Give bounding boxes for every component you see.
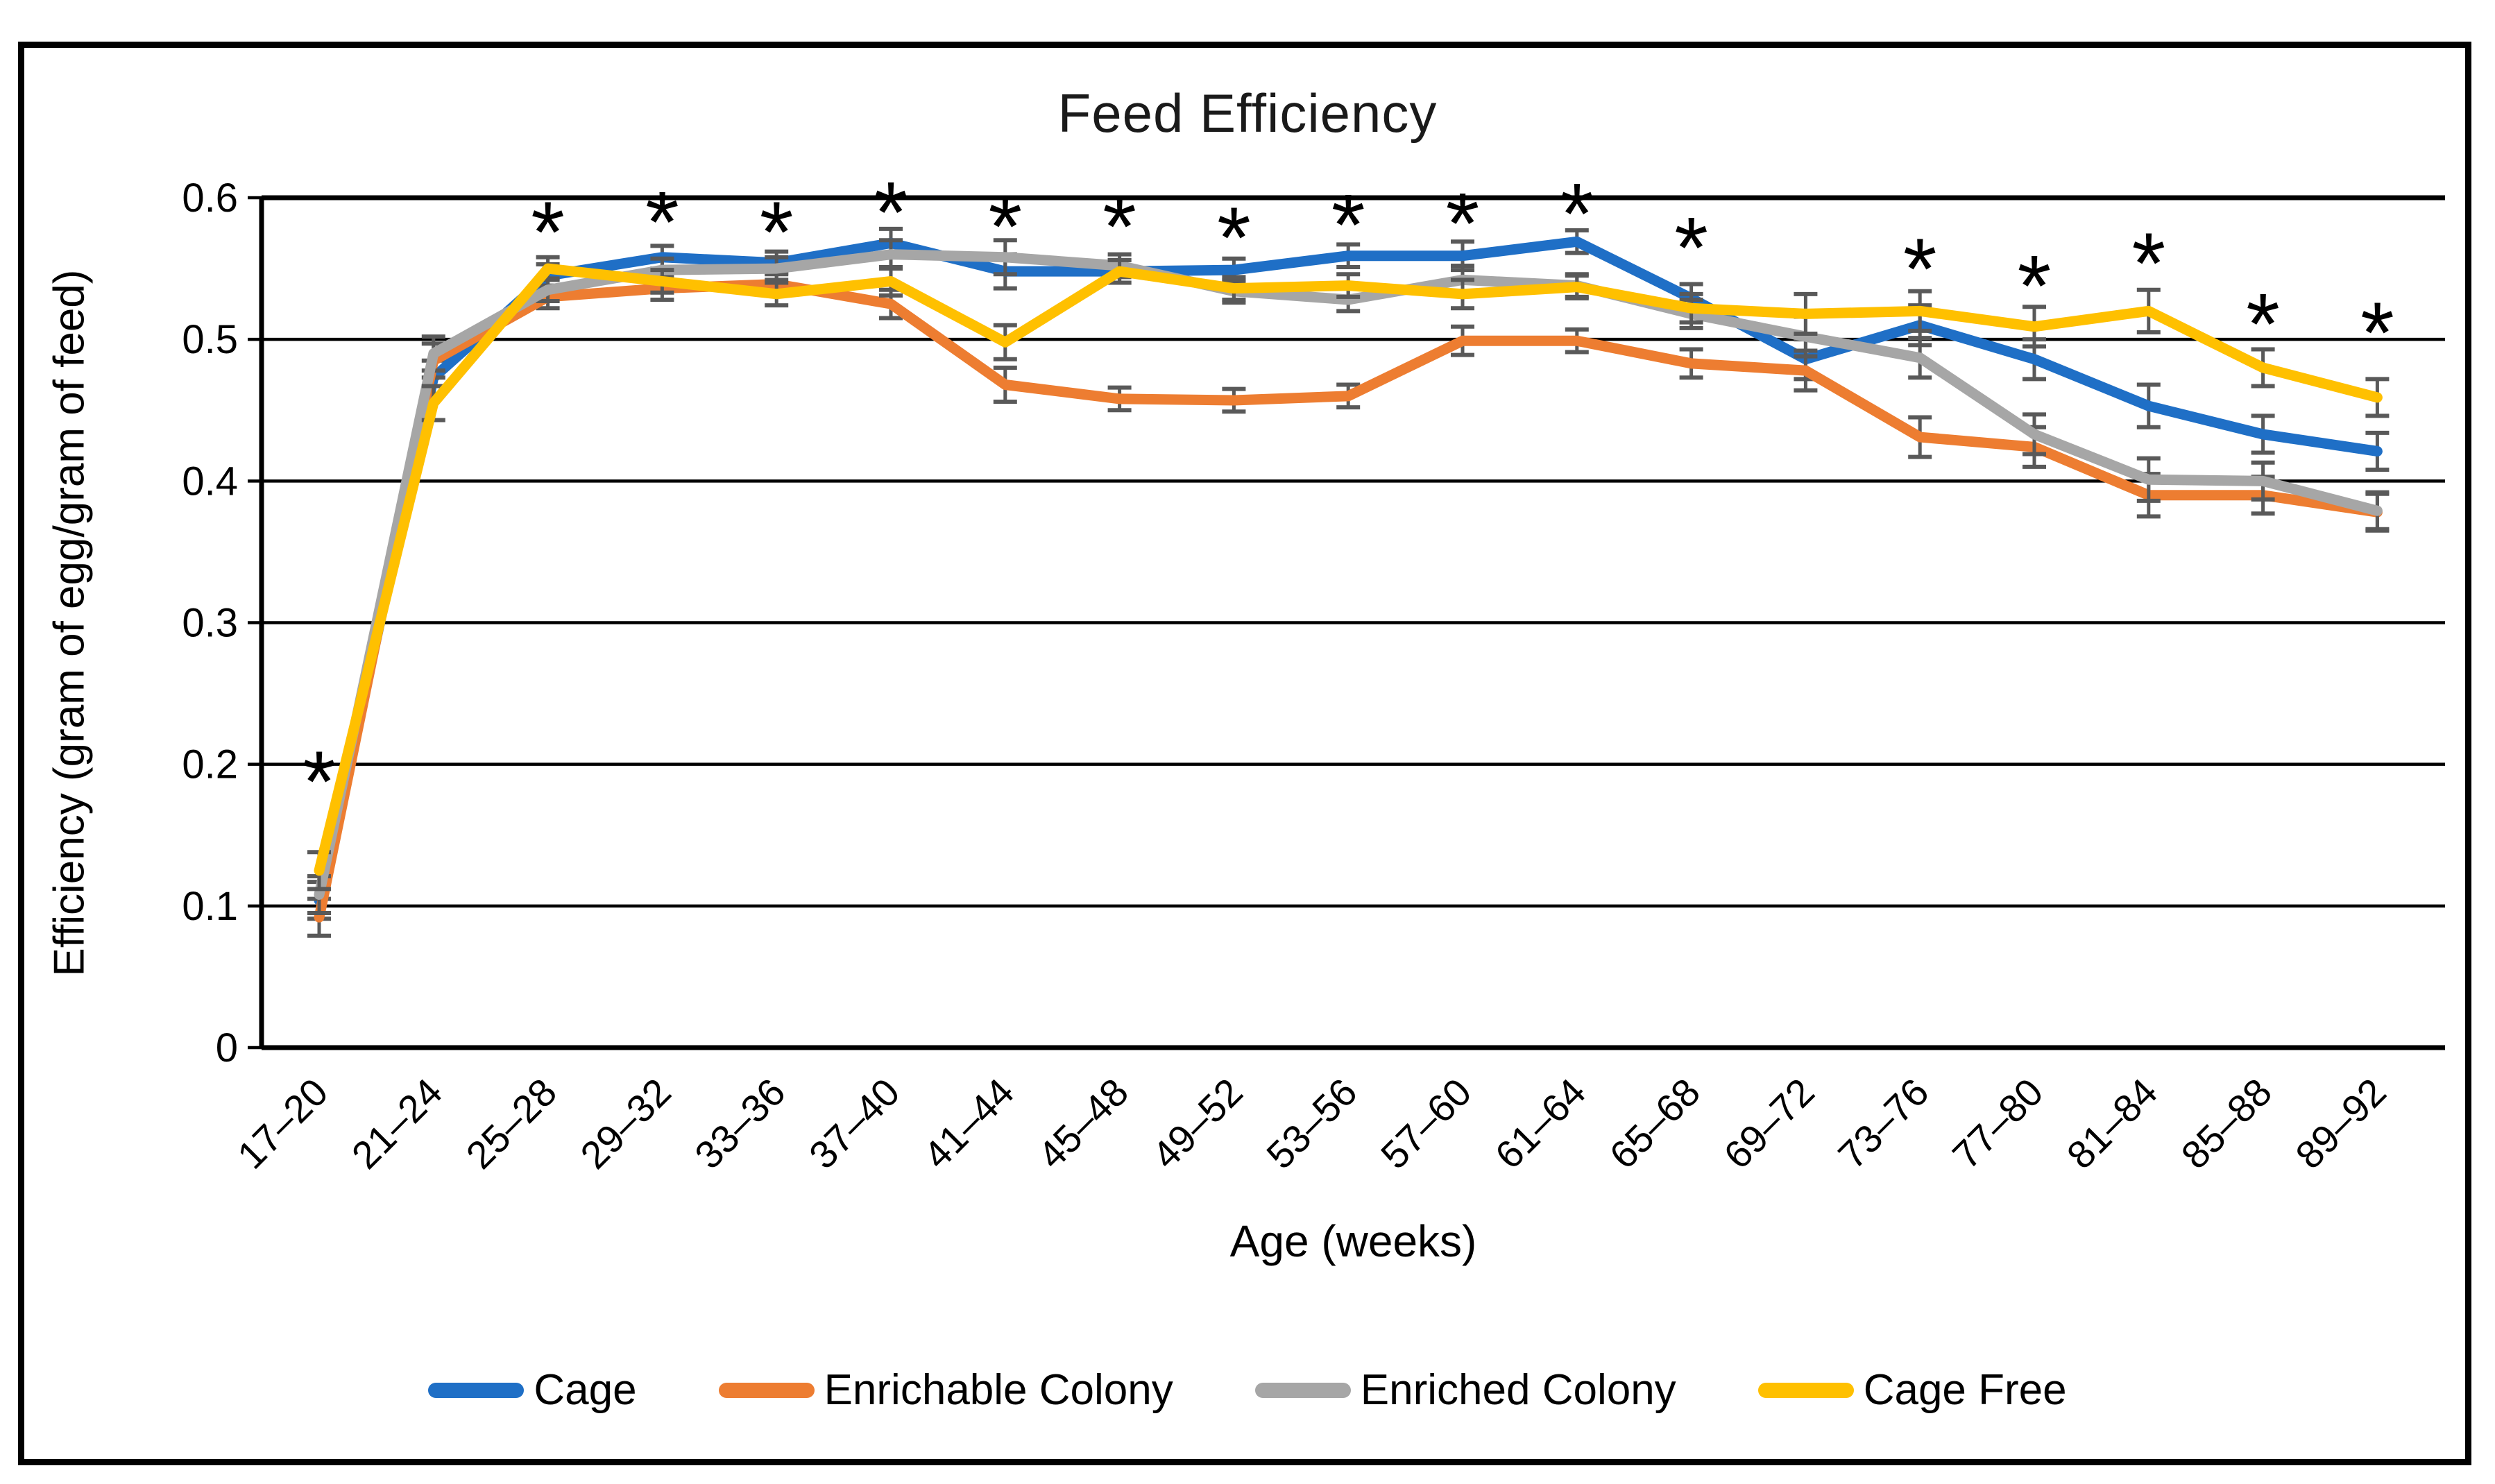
error-bars-cage-free [307, 255, 2390, 892]
asterisk: * [2131, 216, 2165, 312]
legend-label: Cage [534, 1366, 637, 1414]
asterisk: * [1446, 176, 1480, 273]
legend-swatch-enriched-colony [1254, 1382, 1351, 1398]
x-tick-label: 57–60 [1372, 1070, 1480, 1177]
series-line-cage-free [314, 263, 2383, 876]
x-tick-label: 33–36 [686, 1070, 794, 1177]
y-tick-label: 0.2 [182, 742, 238, 787]
y-tick-label: 0.6 [182, 176, 238, 221]
significance-asterisks: * * * * * * * * * * * * * * * * * [303, 164, 2394, 830]
asterisk: * [760, 185, 794, 281]
series-line-enrichable-colony [314, 279, 2383, 923]
legend-label: Enrichable Colony [824, 1366, 1173, 1414]
y-tick-label: 0 [216, 1025, 238, 1071]
asterisk: * [1102, 179, 1136, 275]
x-tick-label: 69–72 [1715, 1070, 1823, 1177]
y-tick-label: 0.1 [182, 884, 238, 929]
x-tick-label: 29–32 [572, 1070, 679, 1177]
asterisk: * [1331, 178, 1365, 274]
x-tick-label: 17–20 [229, 1070, 337, 1177]
chart-title: Feed Efficiency [1057, 83, 1438, 144]
error-bars-cage [307, 226, 2390, 921]
legend-swatch-enrichable-colony [718, 1382, 815, 1398]
asterisk: * [2360, 285, 2394, 382]
asterisk: * [645, 175, 679, 271]
x-tick-labels: 17–20 21–24 25–28 29–32 33–36 37–40 41–44 45–48… [229, 1070, 2394, 1177]
figure-border [18, 42, 2471, 1465]
legend-item-cage-free: Cage Free [1757, 1365, 2067, 1415]
x-tick-label: 73–76 [1830, 1070, 1937, 1177]
asterisk: * [1903, 221, 1937, 318]
asterisk: * [874, 164, 908, 261]
x-tick-label: 77–80 [1944, 1070, 2052, 1177]
asterisk: * [988, 179, 1022, 275]
y-tick-label: 0.4 [182, 459, 238, 504]
legend-swatch-cage [428, 1382, 525, 1398]
asterisk: * [2018, 239, 2052, 335]
legend-item-enriched-colony: Enriched Colony [1254, 1365, 1676, 1415]
legend-swatch-cage-free [1757, 1382, 1854, 1398]
x-tick-label: 61–64 [1487, 1070, 1594, 1177]
x-tick-label: 21–24 [343, 1070, 451, 1177]
asterisk: * [1560, 166, 1594, 262]
x-tick-label: 45–48 [1029, 1070, 1136, 1177]
asterisk: * [303, 734, 337, 830]
x-tick-label: 53–56 [1258, 1070, 1365, 1177]
x-tick-label: 65–68 [1601, 1070, 1708, 1177]
asterisk: * [2246, 277, 2280, 373]
y-tick-label: 0.5 [182, 317, 238, 362]
asterisk: * [1674, 200, 1708, 296]
y-tick-label: 0.3 [182, 601, 238, 646]
legend-item-enrichable-colony: Enrichable Colony [718, 1365, 1173, 1415]
x-tick-label: 49–52 [1143, 1070, 1251, 1177]
legend-item-cage: Cage [428, 1365, 637, 1415]
series-cage [307, 226, 2390, 921]
series-enriched-colony [307, 238, 2390, 916]
x-axis-title: Age (weeks) [1229, 1216, 1477, 1266]
x-tick-label: 85–88 [2172, 1070, 2280, 1177]
legend: Cage Enrichable Colony Enriched Colony C… [0, 1365, 2495, 1415]
x-tick-label: 81–84 [2059, 1070, 2166, 1177]
error-bars-enriched-colony [307, 238, 2390, 916]
x-tick-label: 25–28 [457, 1070, 565, 1177]
x-tick-label: 41–44 [915, 1070, 1023, 1177]
x-tick-label: 37–40 [801, 1070, 908, 1177]
gridlines: 0 0.1 0.2 0.3 0.4 0.5 0.6 [182, 176, 2445, 1071]
legend-label: Cage Free [1863, 1366, 2067, 1414]
x-tick-label: 89–92 [2287, 1070, 2394, 1177]
asterisk: * [531, 185, 565, 281]
series-cage-free [307, 255, 2390, 892]
asterisk: * [1217, 190, 1251, 287]
series-line-enriched-colony [314, 249, 2383, 900]
legend-label: Enriched Colony [1360, 1366, 1676, 1414]
